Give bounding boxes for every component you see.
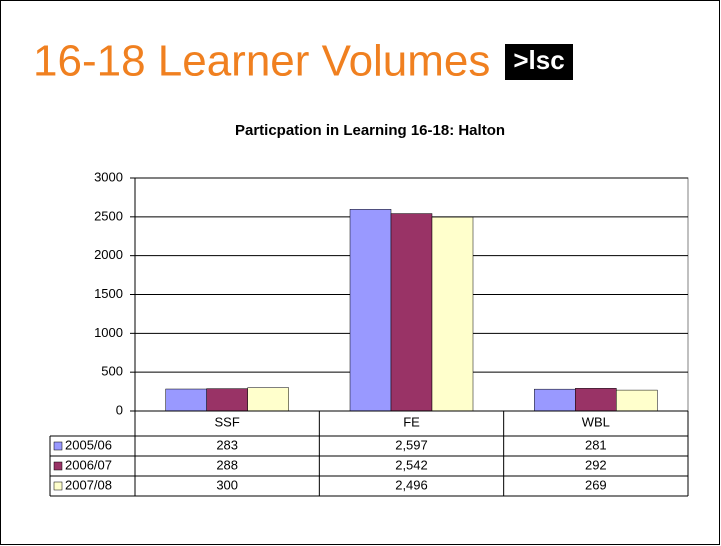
y-tick-label: 1000 xyxy=(94,325,123,340)
data-label: 292 xyxy=(585,457,607,472)
bar xyxy=(431,216,474,412)
data-label: 269 xyxy=(585,477,607,492)
bar xyxy=(616,389,658,412)
y-tick-label: 3000 xyxy=(94,169,123,184)
bar xyxy=(206,388,248,412)
legend-label: 2005/06 xyxy=(65,437,112,452)
bar xyxy=(247,387,289,412)
data-label: 283 xyxy=(216,437,238,452)
logo: >lsc xyxy=(513,45,564,75)
data-label: 300 xyxy=(216,477,238,492)
y-tick-label: 0 xyxy=(116,402,123,417)
legend-label: 2007/08 xyxy=(65,477,112,492)
bar xyxy=(165,388,207,412)
bar xyxy=(575,388,617,412)
legend-label: 2006/07 xyxy=(65,457,112,472)
x-tick-label: SSF xyxy=(215,414,240,429)
bar xyxy=(534,388,576,412)
data-label: 281 xyxy=(585,437,607,452)
y-tick-label: 1500 xyxy=(94,286,123,301)
legend-key xyxy=(53,481,63,491)
data-label: 288 xyxy=(216,457,238,472)
logo-box xyxy=(505,44,573,80)
chart-title: Particpation in Learning 16-18: Halton xyxy=(235,122,505,139)
x-tick-label: FE xyxy=(403,414,420,429)
legend-key xyxy=(53,461,63,471)
legend-key xyxy=(53,441,63,451)
bar xyxy=(390,213,433,412)
slide-title: 16-18 Learner Volumes xyxy=(33,37,490,86)
y-tick-label: 500 xyxy=(101,364,123,379)
data-label: 2,597 xyxy=(395,437,428,452)
x-tick-label: WBL xyxy=(582,414,610,429)
bar xyxy=(349,209,392,412)
y-tick-label: 2500 xyxy=(94,208,123,223)
y-tick-label: 2000 xyxy=(94,247,123,262)
data-label: 2,542 xyxy=(395,457,428,472)
data-label: 2,496 xyxy=(395,477,428,492)
